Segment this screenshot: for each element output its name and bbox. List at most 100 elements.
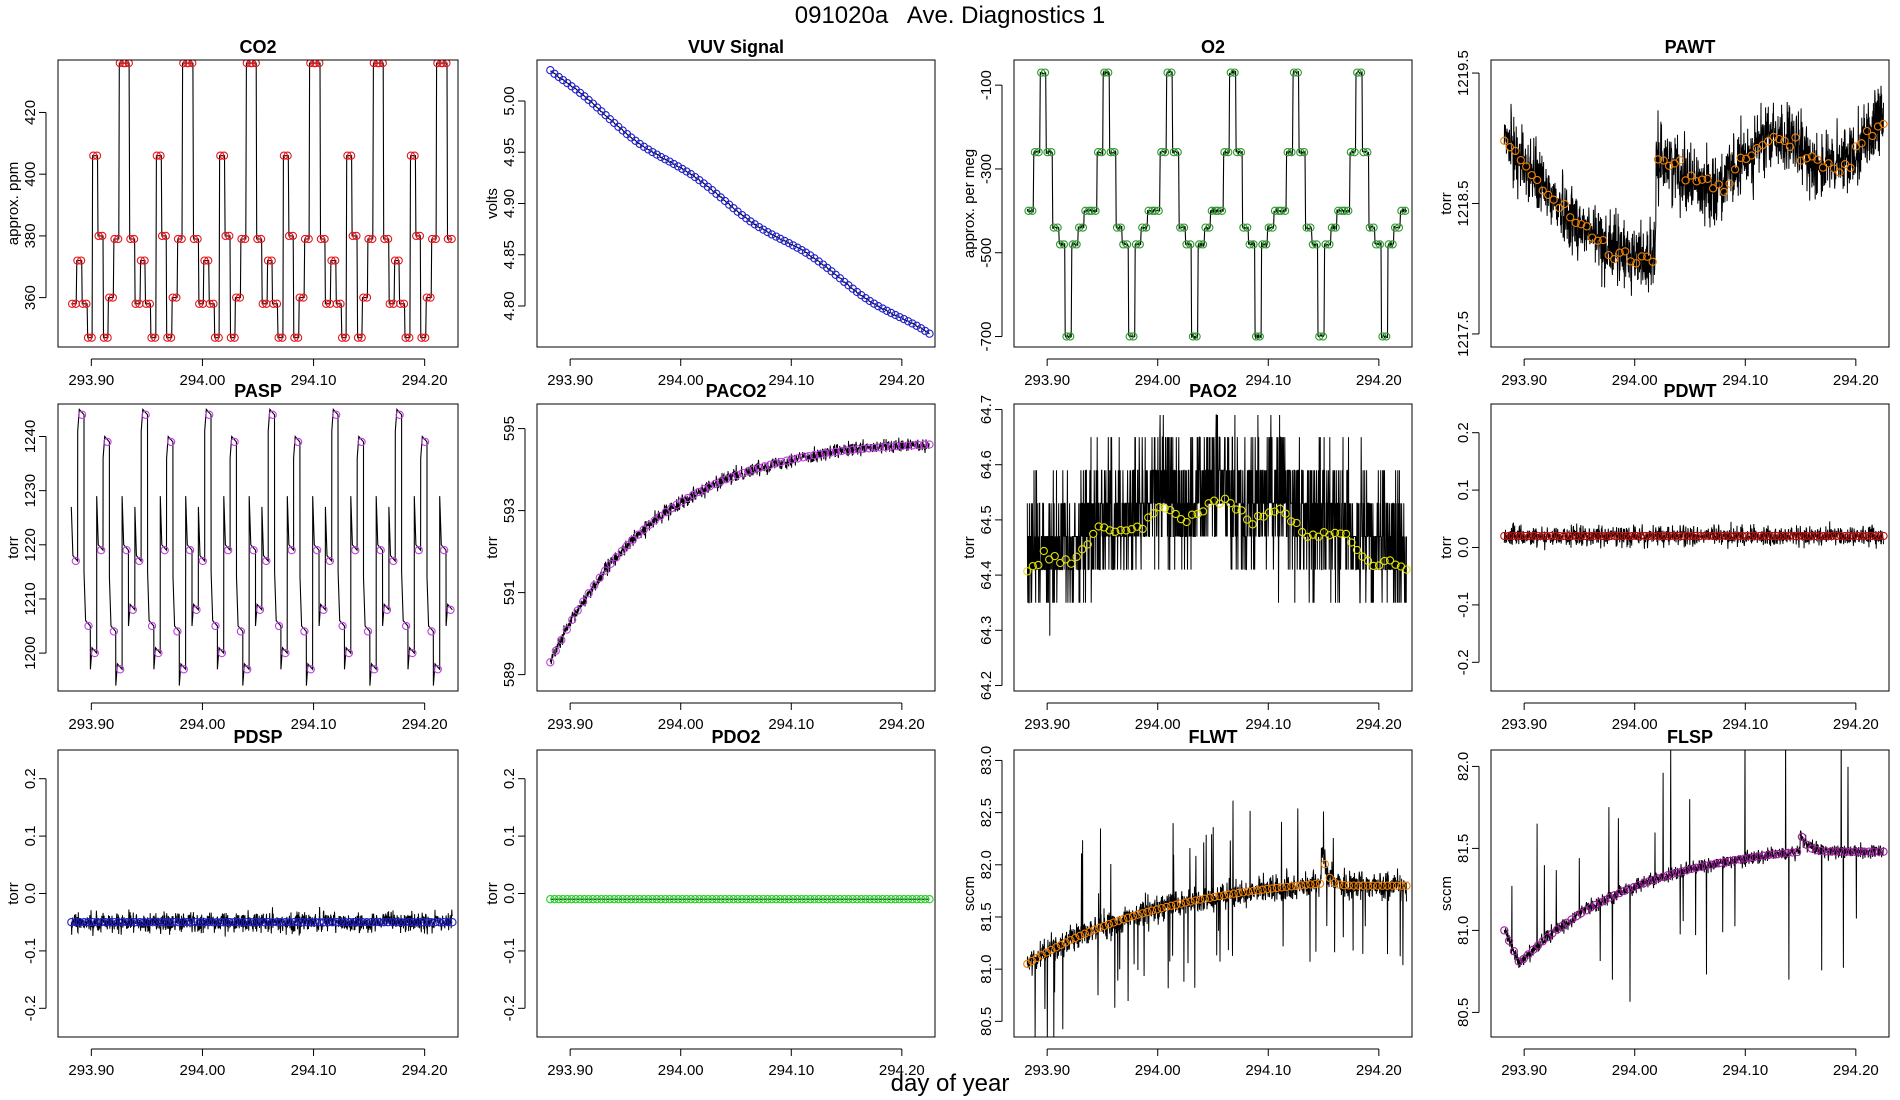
data-point <box>1152 905 1162 914</box>
data-point <box>345 918 354 927</box>
data-point <box>1157 148 1166 157</box>
data-point <box>394 256 403 265</box>
data-point <box>294 918 303 927</box>
plot-frame <box>1013 59 1413 348</box>
data-point <box>1586 903 1595 912</box>
data-point <box>136 256 146 265</box>
data-point <box>1846 163 1855 172</box>
data-point <box>1354 881 1363 890</box>
data-point <box>1593 531 1603 541</box>
x-tick-label: 294.00 <box>1612 1062 1658 1079</box>
x-axis: 293.90 294.00 294.10 294.20 <box>1024 358 1402 389</box>
data-layer <box>67 60 456 342</box>
data-point <box>750 895 759 904</box>
data-point <box>193 234 202 244</box>
data-point <box>1519 954 1528 964</box>
data-point <box>268 918 277 927</box>
y-axis: -0.2 -0.1 0.0 0.1 0.2 <box>1455 422 1480 675</box>
data-point <box>1815 531 1824 541</box>
data-point <box>1327 223 1337 232</box>
data-point <box>1330 528 1340 538</box>
data-point <box>793 454 802 463</box>
data-point <box>1109 918 1118 927</box>
data-point <box>763 227 772 237</box>
data-point <box>1666 531 1675 541</box>
data-point <box>205 299 214 308</box>
x-tick-label: 294.00 <box>658 1062 704 1079</box>
data-point <box>1627 531 1637 541</box>
x-tick-label: 294.00 <box>1612 372 1658 389</box>
data-point <box>1090 925 1099 934</box>
plot-frame <box>1013 749 1413 1038</box>
data-point <box>716 477 725 486</box>
data-point <box>1308 530 1318 539</box>
data-point <box>882 306 892 315</box>
data-point <box>217 918 226 927</box>
data-point <box>686 170 696 179</box>
y-axis-label: torr <box>1438 536 1455 559</box>
x-tick-label: 293.90 <box>1501 372 1547 389</box>
data-point <box>1229 889 1238 898</box>
data-point <box>1030 148 1040 157</box>
data-point <box>264 918 273 927</box>
data-point <box>1879 119 1888 129</box>
panel-title: VUV Signal <box>688 37 784 57</box>
data-point <box>908 319 917 328</box>
data-point <box>255 918 264 927</box>
data-point <box>1769 132 1778 142</box>
data-point <box>1802 531 1811 541</box>
data-point <box>1369 223 1378 232</box>
x-tick-label: 294.10 <box>1722 1062 1768 1079</box>
data-point <box>420 437 430 447</box>
data-point <box>634 530 643 539</box>
panel-vuv: VUV Signal volts 293.90 294.00 294.10 294.20 4… <box>484 37 936 389</box>
panel-title: PACO2 <box>706 381 767 401</box>
data-point <box>886 442 896 451</box>
data-point <box>886 895 896 904</box>
data-point <box>612 553 621 562</box>
data-point <box>806 895 815 904</box>
data-point <box>1653 155 1663 164</box>
data-point <box>656 895 666 904</box>
data-point <box>908 441 918 450</box>
x-tick-label: 294.10 <box>768 1062 814 1079</box>
data-point <box>809 451 819 460</box>
data-point <box>725 895 734 904</box>
data-point <box>67 299 77 308</box>
data-point <box>139 918 149 927</box>
data-point <box>1299 148 1309 157</box>
data-point <box>835 895 845 904</box>
y-tick-label: 81.5 <box>1455 834 1472 863</box>
data-point <box>797 245 806 255</box>
data-point <box>1179 223 1189 232</box>
data-point <box>771 895 781 904</box>
data-layer <box>1023 800 1411 1037</box>
data-point <box>122 918 132 927</box>
data-point <box>678 164 687 174</box>
data-point <box>1605 893 1615 902</box>
data-point <box>1653 531 1662 541</box>
x-tick-label: 294.20 <box>402 372 448 389</box>
data-point <box>1353 68 1362 77</box>
data-point <box>1311 879 1320 889</box>
data-point <box>325 556 335 566</box>
plot-frame <box>1013 403 1413 692</box>
data-point <box>1186 240 1195 249</box>
data-point <box>1576 531 1586 541</box>
x-tick-label: 293.90 <box>547 372 593 389</box>
data-point <box>1392 881 1402 890</box>
x-axis: 293.90 294.00 294.10 294.20 <box>68 358 448 389</box>
data-point <box>144 918 153 927</box>
data-point <box>1828 531 1837 541</box>
data-point <box>1089 529 1098 539</box>
data-point <box>1632 259 1641 268</box>
data-point <box>729 895 738 904</box>
data-point <box>618 895 627 904</box>
data-point <box>211 621 220 631</box>
data-point <box>1546 531 1556 541</box>
data-point <box>1325 873 1334 883</box>
data-point <box>1253 511 1263 521</box>
